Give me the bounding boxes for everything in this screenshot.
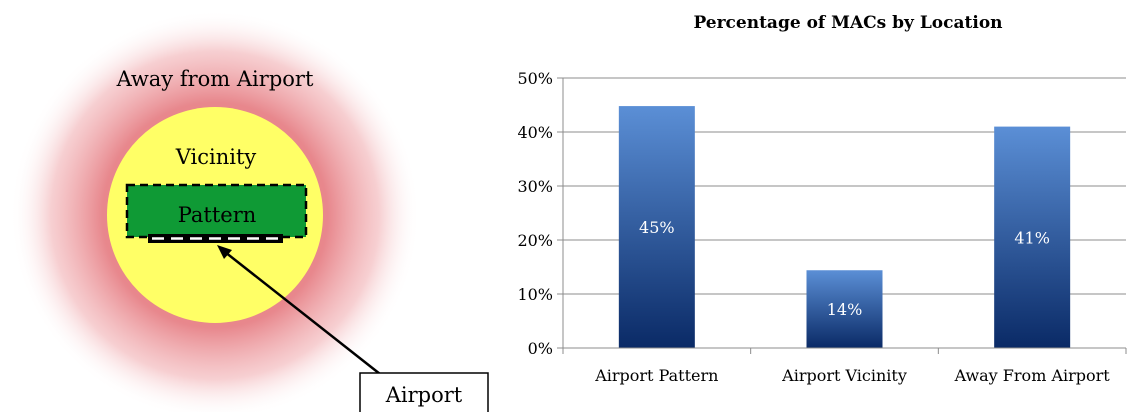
bars	[618, 106, 1071, 348]
x-axis-ticks: Airport Pattern Airport Vicinity Away From…	[562, 348, 1127, 385]
airport-pointer-arrow	[217, 245, 381, 375]
bar	[994, 126, 1071, 348]
y-tick-label: 40%	[517, 123, 553, 142]
y-tick-label: 30%	[517, 177, 553, 196]
y-tick-label: 20%	[517, 231, 553, 250]
x-tick-label: Airport Pattern	[594, 366, 718, 385]
y-tick-label: 0%	[528, 339, 553, 358]
x-tick-label: Away From Airport	[954, 366, 1111, 385]
away-label: Away from Airport	[116, 67, 314, 91]
macs-by-location-chart: Percentage of MACs by Location 0% 10% 20% 3…	[517, 13, 1127, 385]
airport-location-diagram: Away from Airport Vicinity Pattern Airpo…	[10, 10, 489, 412]
bar-data-label: 45%	[639, 218, 675, 237]
bar	[806, 270, 883, 348]
airport-callout-box	[359, 372, 489, 412]
y-tick-label: 10%	[517, 285, 553, 304]
airport-label: Airport	[385, 383, 463, 407]
vicinity-label: Vicinity	[175, 145, 257, 169]
bar	[618, 106, 695, 348]
runway	[148, 234, 283, 243]
bar-data-label: 14%	[827, 300, 863, 319]
y-tick-label: 50%	[517, 69, 553, 88]
pattern-zone	[125, 183, 308, 239]
x-tick-label: Airport Vicinity	[781, 366, 907, 385]
bar-data-labels: 45% 14% 41%	[639, 218, 1050, 319]
x-axis	[562, 78, 1126, 349]
pattern-label: Pattern	[178, 203, 257, 227]
bar-data-label: 41%	[1014, 228, 1050, 247]
chart-title: Percentage of MACs by Location	[693, 13, 1002, 33]
y-axis-ticks: 0% 10% 20% 30% 40% 50%	[517, 69, 563, 358]
